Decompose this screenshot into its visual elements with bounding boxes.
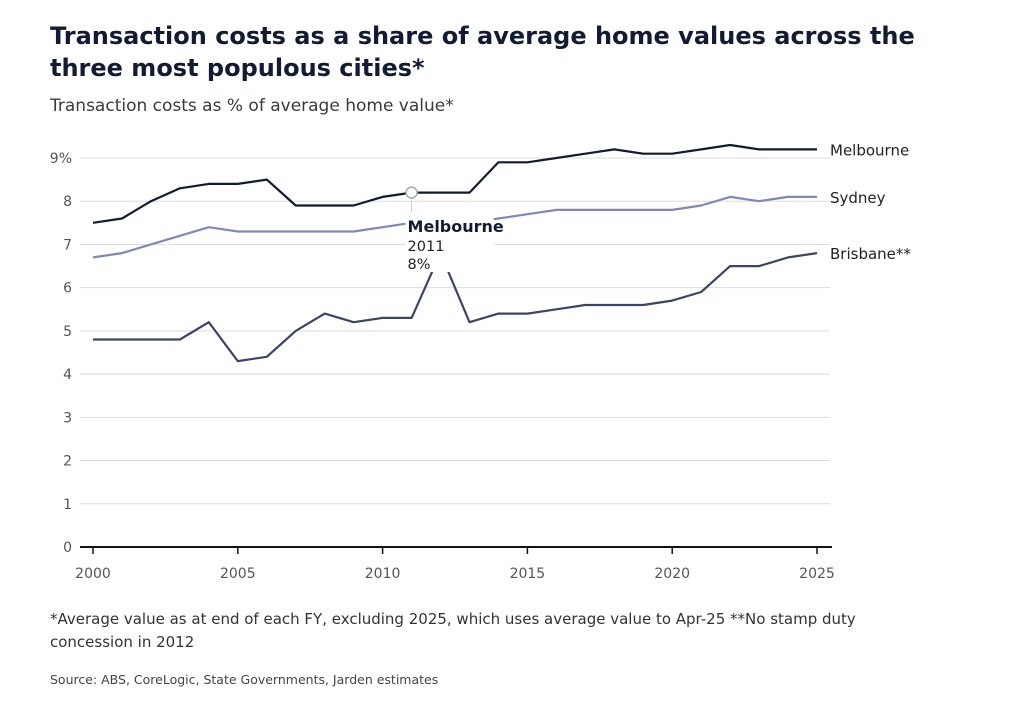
- x-tick-label: 2025: [799, 566, 835, 582]
- y-tick-label: 1: [63, 497, 72, 513]
- footnote: *Average value as at end of each FY, exc…: [50, 610, 856, 651]
- y-tick-label: 0: [63, 540, 72, 556]
- x-tick-label: 2015: [510, 566, 546, 582]
- x-tick-label: 2000: [75, 566, 111, 582]
- y-tick-label: 2: [63, 454, 72, 470]
- y-tick-label: 8: [63, 194, 72, 210]
- series-label: Brisbane**: [830, 245, 911, 263]
- series-line-brisbane: [93, 252, 818, 363]
- y-tick-label: 5: [63, 324, 72, 340]
- hover-annotation: Melbourne 2011 8%: [405, 186, 504, 273]
- x-tick-label: 2005: [220, 566, 256, 582]
- series-line-melbourne: [92, 143, 817, 224]
- annotation-year: 2011: [408, 239, 445, 255]
- y-tick-label: 6: [63, 281, 72, 297]
- annotation-background: [405, 212, 494, 272]
- chart-subtitle: Transaction costs as % of average home v…: [50, 96, 454, 116]
- annotation-marker: [405, 186, 418, 199]
- x-axis: 2000 2005 2010 2015 2020 2025: [75, 546, 835, 582]
- y-axis-ticks: 0 1 2 3 4 5 6 7 8 9%: [50, 151, 72, 556]
- series-label: Sydney: [830, 189, 886, 207]
- line-chart: 0 1 2 3 4 5 6 7 8 9% 2000 2005 2010 2015 2020 2025 Mel…: [50, 141, 912, 582]
- series-label: Melbourne: [830, 141, 909, 159]
- x-tick-label: 2020: [654, 566, 690, 582]
- y-tick-label: 7: [63, 237, 72, 253]
- series-labels: Melbourne Sydney Brisbane**: [830, 141, 911, 263]
- chart-title: Transaction costs as a share of average …: [50, 22, 915, 82]
- annotation-series: Melbourne: [408, 217, 504, 236]
- y-tick-label: 9%: [50, 151, 72, 167]
- y-tick-label: 4: [63, 367, 72, 383]
- y-tick-label: 3: [63, 410, 72, 426]
- x-tick-label: 2010: [365, 566, 401, 582]
- annotation-value: 8%: [408, 257, 431, 273]
- source-note: Source: ABS, CoreLogic, State Government…: [50, 672, 439, 687]
